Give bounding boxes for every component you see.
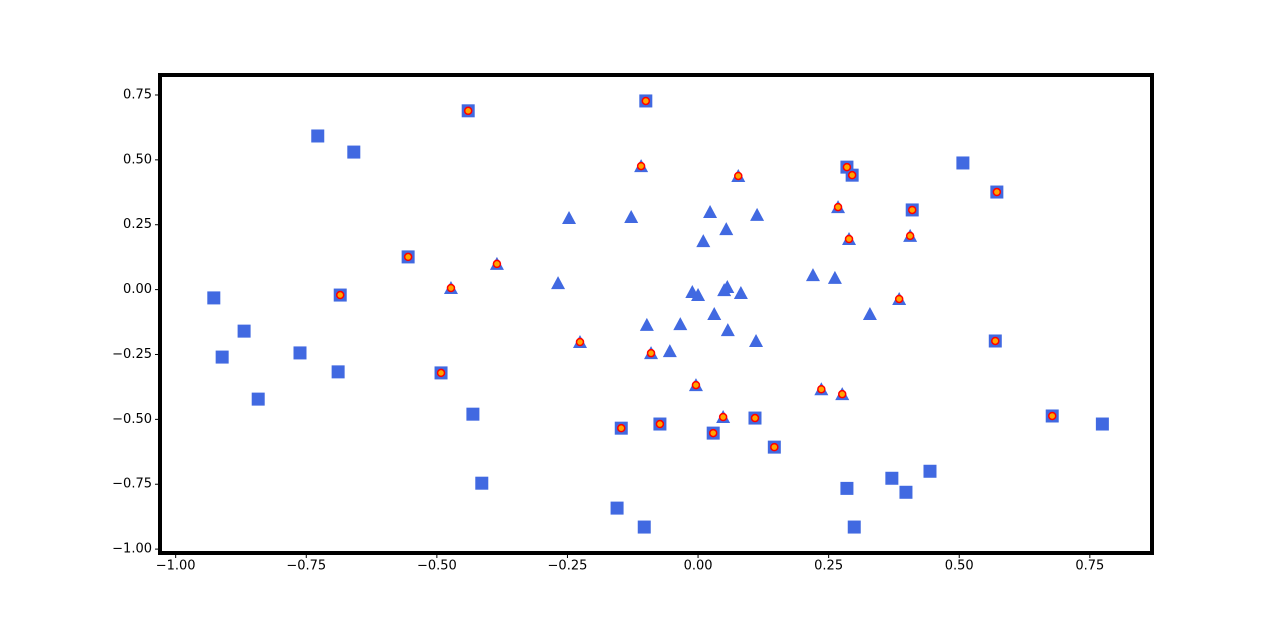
triangle-point [696,234,711,248]
triangle-point [827,270,842,284]
y-tick-label: −0.75 [112,477,152,492]
circle-point [905,231,915,241]
circle-point [403,252,413,262]
circle-point [708,428,718,438]
square-point [1095,417,1109,431]
triangle-point [720,323,735,337]
circle-point [655,419,665,429]
circle-point [770,442,779,452]
circle-point [847,170,857,180]
square-point [207,291,221,305]
triangle-point [862,307,877,320]
x-tick-label: −0.50 [417,559,457,574]
triangle-point [703,205,718,219]
square-point [885,471,899,485]
y-tick-label: 0.75 [123,87,152,102]
circle-point [837,389,847,399]
circle-point [833,202,843,212]
circle-point [750,413,760,423]
triangle-point [624,209,639,223]
y-tick-label: −0.25 [112,347,152,362]
triangle-point [749,333,764,347]
square-point [923,464,937,478]
circle-point [646,348,656,358]
triangle-point [750,207,765,221]
x-tick-label: −1.00 [156,559,196,574]
y-tick-label: −0.50 [112,412,152,427]
circle-point [844,234,854,244]
circle-point [636,161,646,171]
y-tick-label: 0.50 [123,152,152,167]
triangle-point [707,307,722,320]
circle-point [1047,411,1057,421]
square-point [847,520,861,534]
x-tick-label: 0.25 [814,559,843,574]
x-tick-label: 0.75 [1075,559,1104,574]
circle-point [817,385,826,394]
triangle-point [662,344,677,358]
circle-point [335,290,345,300]
square-point [215,350,229,364]
square-point [840,481,854,495]
circle-point [718,412,728,422]
triangle-point [551,276,566,290]
square-point [311,129,325,143]
square-point [251,392,265,406]
circle-point [842,162,852,172]
circle-point [446,283,456,293]
circle-point [691,380,701,390]
square-point [637,520,651,534]
plot-frame [158,73,1154,555]
x-tick-label: −0.75 [286,559,326,574]
circle-point [463,106,473,116]
square-point [331,365,345,379]
circle-point [734,171,743,181]
circle-point [436,368,446,378]
y-tick-label: −1.00 [112,542,152,557]
circle-point [641,96,651,106]
square-point [237,324,251,338]
triangle-point [639,317,654,331]
y-tick-label: 0.25 [123,217,152,232]
circle-point [617,423,626,433]
x-tick-label: 0.00 [684,559,713,574]
square-point [956,156,970,170]
triangle-point [719,222,734,236]
triangle-point [717,283,732,297]
triangle-point [562,210,577,224]
circle-point [575,337,585,347]
square-point [899,485,913,499]
circle-point [492,259,502,269]
circle-point [991,336,1000,346]
circle-point [894,294,904,304]
triangle-point [691,288,706,302]
square-point [347,145,361,159]
square-point [466,407,480,421]
x-tick-label: −0.25 [548,559,588,574]
triangle-point [673,317,688,331]
circle-point [907,205,917,215]
square-point [293,346,307,360]
y-tick-label: 0.00 [123,282,152,297]
x-tick-label: 0.50 [945,559,974,574]
circle-point [992,187,1002,197]
triangle-point [733,285,748,299]
square-point [610,501,624,515]
triangle-point [805,268,820,282]
square-point [475,476,489,490]
